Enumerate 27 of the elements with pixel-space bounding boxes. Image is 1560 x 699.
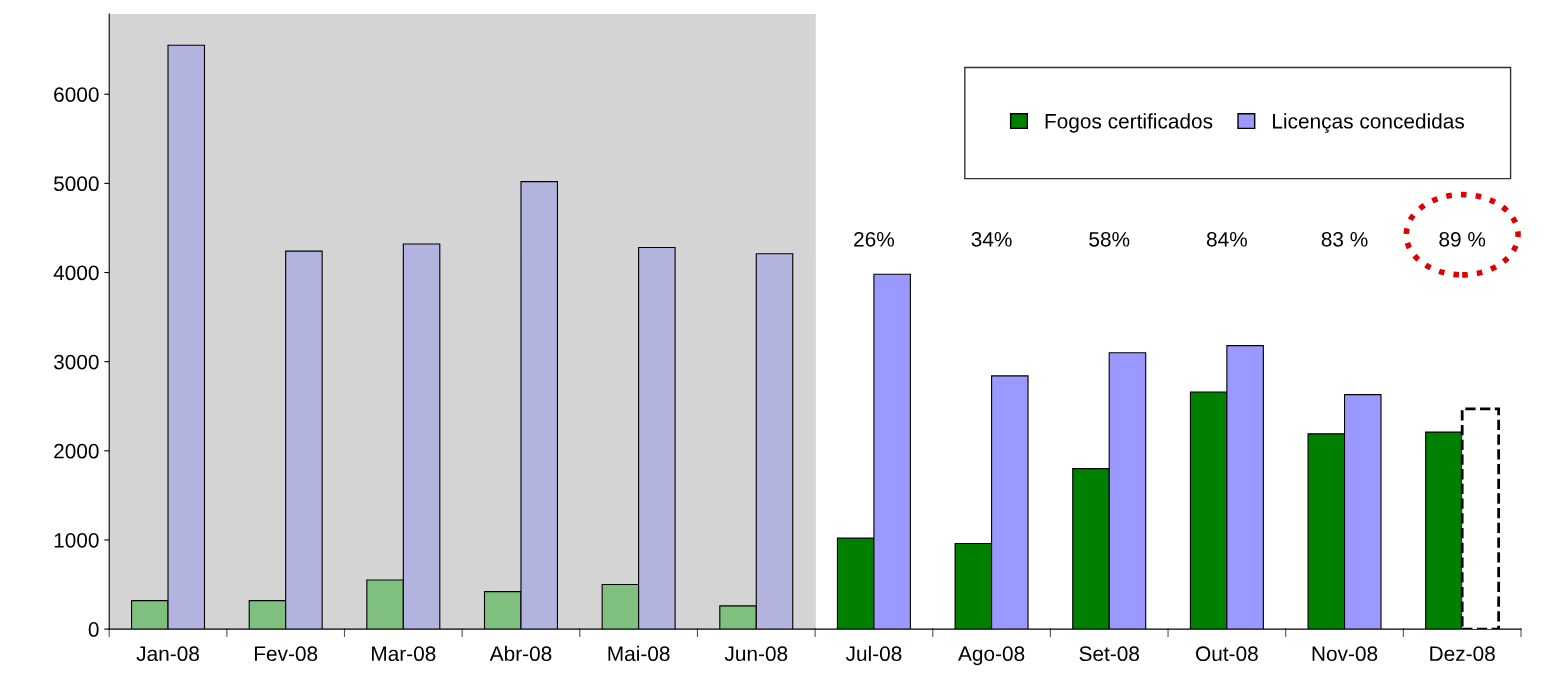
annotation: 83 % [1321,231,1368,247]
y-tick-label: 2000 [54,443,99,459]
x-tick-label: Ago-08 [958,646,1025,666]
x-tick-label: Abr-08 [489,645,552,662]
x-tick-label: Mar-08 [372,646,436,662]
y-tick-label: 4000 [53,265,99,281]
y-tick-label: 3000 [53,354,99,370]
y-tick-label: 0 [88,622,99,637]
x-tick-label: Jul-08 [845,645,902,662]
annotation: 26% [854,231,895,247]
annotation: 84% [1206,231,1247,247]
x-tick-label: Out-08 [1196,646,1258,662]
x-tick-label: Set-08 [1079,646,1140,662]
x-tick-label: Fev-08 [254,646,318,662]
y-tick-label: 6000 [54,87,99,102]
x-tick-label: Dez-08 [1430,646,1495,662]
annotation: 58% [1089,231,1130,247]
y-tick-label: 1000 [54,532,99,548]
annotation: 34% [971,231,1012,247]
annotation: 89 % [1439,231,1486,247]
y-tick-label: 5000 [53,176,99,192]
legend-label: Fogos certificados [1045,113,1213,133]
legend-label: Licenças concedidas [1273,113,1465,133]
x-tick-label: Nov-08 [1312,646,1378,662]
x-tick-label: Jan-08 [136,646,199,662]
x-tick-label: Mai-08 [608,645,670,662]
x-tick-label: Jun-08 [724,646,788,662]
